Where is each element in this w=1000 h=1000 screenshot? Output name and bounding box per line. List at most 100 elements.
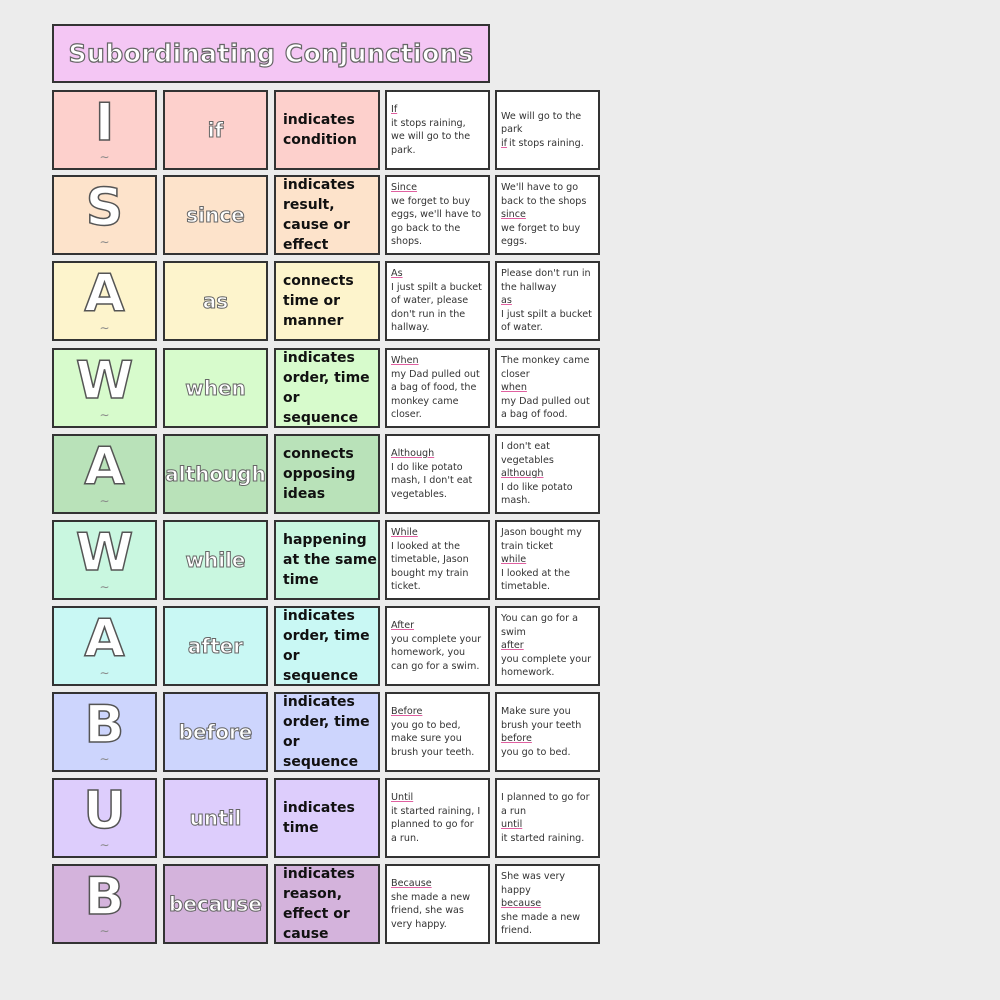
example-start-cell: Whenmy Dad pulled out a bag of food, the… <box>385 348 490 428</box>
squiggle-mark: ∼ <box>99 924 110 938</box>
meaning-cell: happening at the same time <box>274 520 380 600</box>
meaning-text: indicates time <box>283 800 355 836</box>
example-start: Before you go to bed, make sure you brush… <box>391 705 484 759</box>
meaning-cell: indicates result, cause or effect <box>274 175 380 255</box>
example-text: my Dad pulled out a bag of food, the mon… <box>391 368 480 421</box>
conjunction-highlight: before <box>501 733 532 744</box>
example-text: We will go to the park <box>501 110 582 136</box>
word-cell: while <box>163 520 268 600</box>
example-middle-cell: I planned to go for a run until it started… <box>495 778 600 858</box>
word-cell: since <box>163 175 268 255</box>
conjunction-word: while <box>185 548 246 573</box>
meaning-text: indicates order, time or sequence <box>283 608 370 684</box>
meaning-cell: indicates order, time or sequence <box>274 692 380 772</box>
word-cell: before <box>163 692 268 772</box>
meaning-text: connects opposing ideas <box>283 446 356 502</box>
acrostic-letter: U <box>83 781 127 841</box>
conjunction-highlight: Until <box>391 792 414 803</box>
example-middle: I planned to go for a run until it started… <box>501 791 594 845</box>
example-start: After you complete your homework, you can… <box>391 619 484 673</box>
example-start: Whenmy Dad pulled out a bag of food, the… <box>391 354 484 422</box>
example-text: I do like potato mash. <box>501 481 573 507</box>
example-text: I looked at the timetable. <box>501 567 570 593</box>
squiggle-mark: ∼ <box>99 580 110 594</box>
example-middle-cell: Jason bought my train ticket whileI looke… <box>495 520 600 600</box>
example-text: it started raining. <box>501 832 585 844</box>
example-start-cell: WhileI looked at the timetable, Jason bo… <box>385 520 490 600</box>
conjunction-highlight: if <box>501 137 508 149</box>
word-cell: when <box>163 348 268 428</box>
meaning-cell: indicates time <box>274 778 380 858</box>
squiggle-mark: ∼ <box>99 494 110 508</box>
letter-cell: A ∼ <box>52 606 157 686</box>
conjunction-highlight: after <box>501 640 524 652</box>
conjunction-word: when <box>185 376 247 401</box>
title-banner: Subordinating Conjunctions <box>52 24 490 83</box>
meaning-text: indicates condition <box>283 112 357 148</box>
letter-cell: I ∼ <box>52 90 157 170</box>
meaning-text: indicates result, cause or effect <box>283 177 355 253</box>
example-text: She was very happy <box>501 871 566 896</box>
example-start-cell: Until it started raining, I planned to go… <box>385 778 490 858</box>
meaning-text: indicates order, time or sequence <box>283 350 370 426</box>
conjunction-highlight: If <box>391 104 398 115</box>
conjunction-highlight: while <box>501 554 527 566</box>
conjunction-word: after <box>187 634 244 659</box>
example-text: I just spilt a bucket of water, please d… <box>391 281 482 334</box>
conjunction-word: although <box>165 462 267 487</box>
example-text: you complete your homework, you can go f… <box>391 633 482 672</box>
squiggle-mark: ∼ <box>99 666 110 680</box>
example-text: she made a new friend. <box>501 911 581 937</box>
example-text: I do like potato mash, I don't eat veget… <box>391 461 473 500</box>
example-text: I looked at the timetable, Jason bought … <box>391 540 469 593</box>
example-text: you go to bed. <box>501 746 571 758</box>
meaning-cell: connects time or manner <box>274 261 380 341</box>
example-text: We'll have to go back to the shops <box>501 182 587 207</box>
example-text: we forget to buy eggs. <box>501 222 581 248</box>
conjunction-highlight: Although <box>391 448 435 459</box>
letter-cell: A ∼ <box>52 261 157 341</box>
example-middle: You can go for a swim afteryou complete y… <box>501 612 594 680</box>
word-cell: if <box>163 90 268 170</box>
example-start: WhileI looked at the timetable, Jason bo… <box>391 526 484 594</box>
example-start: Until it started raining, I planned to go… <box>391 791 484 845</box>
squiggle-mark: ∼ <box>99 838 110 852</box>
example-middle: She was very happy becauseshe made a new … <box>501 870 594 938</box>
meaning-cell: indicates condition <box>274 90 380 170</box>
letter-cell: A ∼ <box>52 434 157 514</box>
example-text: we forget to buy eggs, we'll have to go … <box>391 195 482 248</box>
example-text: you complete your homework. <box>501 653 592 679</box>
acrostic-letter: B <box>84 695 125 755</box>
example-text: you go to bed, make sure you brush your … <box>391 719 475 758</box>
example-text: I just spilt a bucket of water. <box>501 308 592 334</box>
word-cell: because <box>163 864 268 944</box>
example-text: Please don't run in the hallway <box>501 268 591 293</box>
example-middle: We will go to the parkif it stops raining… <box>501 110 594 151</box>
conjunction-word: since <box>186 203 245 228</box>
example-middle-cell: You can go for a swim afteryou complete y… <box>495 606 600 686</box>
conjunction-highlight: After <box>391 620 415 631</box>
acrostic-letter: W <box>75 523 134 583</box>
example-middle-cell: We'll have to go back to the shops sincew… <box>495 175 600 255</box>
conjunction-word: as <box>202 289 229 314</box>
acrostic-letter: A <box>84 609 126 669</box>
meaning-cell: indicates reason, effect or cause <box>274 864 380 944</box>
example-start-cell: Because she made a new friend, she was ve… <box>385 864 490 944</box>
example-start: Because she made a new friend, she was ve… <box>391 877 484 931</box>
example-middle: Make sure you brush your teeth before you … <box>501 705 594 759</box>
example-text: I planned to go for a run <box>501 792 590 817</box>
meaning-cell: connects opposing ideas <box>274 434 380 514</box>
conjunction-highlight: Before <box>391 706 423 717</box>
squiggle-mark: ∼ <box>99 408 110 422</box>
acrostic-letter: B <box>84 867 125 927</box>
letter-cell: U ∼ <box>52 778 157 858</box>
example-middle: Please don't run in the hallway asI just … <box>501 267 594 335</box>
conjunction-word: before <box>178 720 253 745</box>
example-text: it stops raining. <box>509 137 584 149</box>
example-middle-cell: The monkey came closer whenmy Dad pulled … <box>495 348 600 428</box>
letter-cell: S ∼ <box>52 175 157 255</box>
example-start: If it stops raining, we will go to the pa… <box>391 103 484 157</box>
meaning-cell: indicates order, time or sequence <box>274 606 380 686</box>
letter-cell: W ∼ <box>52 348 157 428</box>
meaning-cell: indicates order, time or sequence <box>274 348 380 428</box>
